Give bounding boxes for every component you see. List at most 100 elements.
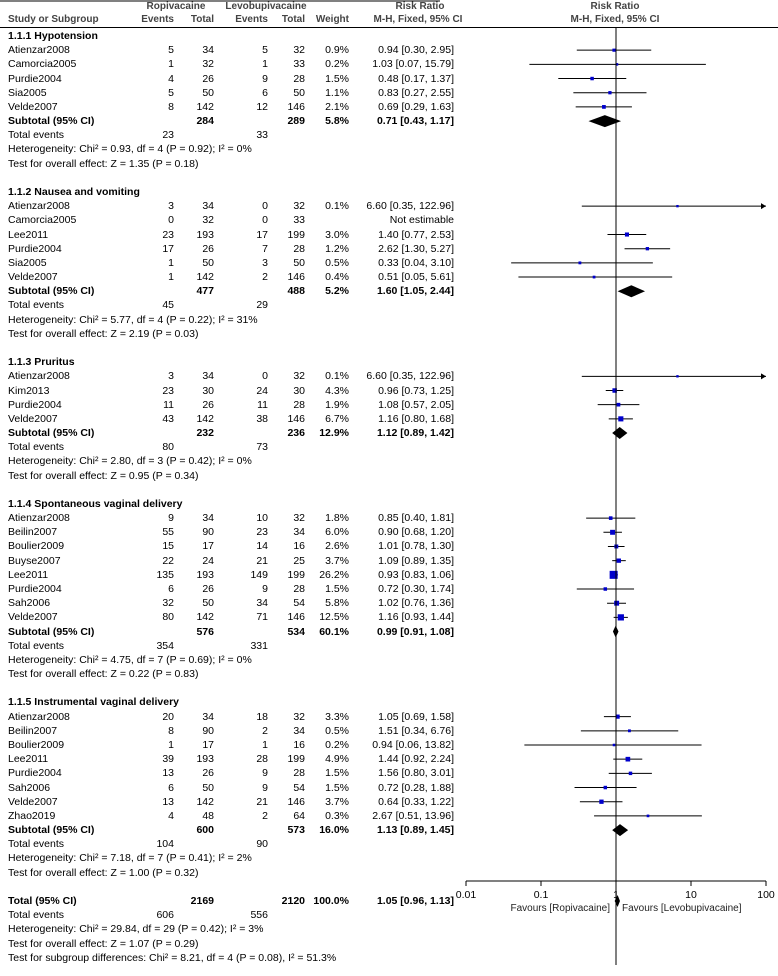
- total1-cell: 26: [202, 583, 214, 596]
- row-label: 1.1.2 Nausea and vomiting: [8, 185, 140, 198]
- study-marker: [590, 76, 594, 81]
- row-label: Heterogeneity: Chi² = 4.75, df = 7 (P = …: [8, 653, 252, 666]
- total2-cell: 32: [293, 370, 305, 383]
- total2-cell: 32: [293, 710, 305, 723]
- row-label: Camorcia2005: [8, 58, 77, 71]
- row-label: Boulier2009: [8, 739, 65, 751]
- ci-cell: 6.60 [0.35, 122.96]: [366, 370, 454, 383]
- row-label: Camorcia2005: [8, 214, 77, 227]
- total2-cell: 32: [293, 200, 305, 213]
- plot-title: Risk Ratio: [590, 1, 640, 12]
- total2-cell: 534: [287, 625, 305, 638]
- total2-cell: 146: [287, 100, 305, 113]
- total2-cell: 146: [287, 271, 305, 284]
- study-marker: [599, 799, 604, 804]
- total1-cell: 90: [202, 724, 214, 737]
- events2-cell: 149: [250, 568, 268, 581]
- weight-cell: 16.0%: [319, 824, 349, 837]
- total1-cell: 30: [202, 384, 214, 397]
- events1-cell: 8: [168, 724, 174, 737]
- total1-cell: 600: [196, 824, 214, 837]
- ci-cell: 1.60 [1.05, 2.44]: [376, 285, 454, 298]
- weight-header: Weight: [315, 14, 349, 25]
- weight-cell: 12.9%: [319, 427, 349, 440]
- row-label: Purdie2004: [8, 583, 62, 596]
- events1-cell: 104: [156, 838, 174, 851]
- events1-cell: 13: [162, 795, 174, 808]
- ci-cell: 0.71 [0.43, 1.17]: [376, 115, 454, 128]
- study-marker: [624, 232, 629, 237]
- weight-cell: 6.0%: [325, 526, 349, 539]
- row-label: Heterogeneity: Chi² = 7.18, df = 7 (P = …: [8, 852, 252, 865]
- total1-cell: 17: [202, 540, 214, 553]
- ci-cell: 1.02 [0.76, 1.36]: [378, 597, 454, 610]
- row-label: 1.1.3 Pruritus: [8, 356, 75, 369]
- events2-cell: 12: [256, 100, 268, 113]
- events2-cell: 5: [262, 44, 268, 57]
- events2-cell: 23: [256, 526, 268, 539]
- total1-cell: 284: [196, 115, 214, 128]
- row-label: Subtotal (95% CI): [8, 625, 95, 638]
- total1-cell: 26: [202, 767, 214, 780]
- ci-cell: 1.08 [0.57, 2.05]: [378, 398, 454, 411]
- row-label: Lee2011: [8, 228, 49, 241]
- study-marker: [676, 375, 679, 378]
- total1-cell: 17: [202, 739, 214, 751]
- events1-cell: 13: [162, 767, 174, 780]
- events1-cell: 45: [162, 299, 174, 312]
- total2-cell: 54: [293, 781, 305, 794]
- row-label: Subtotal (95% CI): [8, 285, 95, 298]
- events2-cell: 556: [250, 909, 268, 922]
- weight-cell: 0.4%: [325, 271, 349, 284]
- ci-cell: Not estimable: [389, 214, 454, 227]
- total1-cell: 34: [202, 512, 214, 525]
- row-label: Heterogeneity: Chi² = 2.80, df = 3 (P = …: [8, 455, 252, 468]
- row-label: Atienzar2008: [8, 44, 70, 57]
- ci-cell: 1.05 [0.96, 1.13]: [376, 894, 454, 907]
- weight-cell: 0.9%: [325, 44, 349, 57]
- row-label: Subtotal (95% CI): [8, 115, 95, 128]
- ci-cell: 1.40 [0.77, 2.53]: [378, 228, 454, 241]
- total2-cell: 488: [287, 285, 305, 298]
- row-label: Beilin2007: [8, 724, 58, 737]
- ci-cell: 1.44 [0.92, 2.24]: [378, 753, 454, 766]
- events1-cell: 5: [168, 44, 174, 57]
- row-label: Sah2006: [8, 597, 51, 610]
- events1-cell: 4: [168, 72, 174, 85]
- ci-cell: 0.51 [0.05, 5.61]: [378, 271, 454, 284]
- row-label: Purdie2004: [8, 767, 62, 780]
- ci-cell: 1.16 [0.93, 1.44]: [378, 611, 454, 624]
- total1-cell: 24: [202, 554, 214, 567]
- study-marker: [615, 63, 619, 66]
- events2-cell: 90: [256, 838, 268, 851]
- events2-cell: 18: [256, 710, 268, 723]
- study-marker: [645, 247, 650, 251]
- row-label: Velde2007: [8, 611, 58, 624]
- plot-method-header: M-H, Fixed, 95% CI: [570, 14, 660, 25]
- total1-cell: 34: [202, 370, 214, 383]
- row-label: Kim2013: [8, 384, 50, 397]
- row-label: Sia2005: [8, 256, 47, 269]
- total1-cell: 232: [196, 427, 214, 440]
- total1-cell: 193: [196, 228, 214, 241]
- row-label: Purdie2004: [8, 242, 62, 255]
- events2-cell: 73: [256, 441, 268, 454]
- events1-cell: 3: [168, 370, 174, 383]
- row-label: Subtotal (95% CI): [8, 824, 95, 837]
- total2-cell: 33: [293, 214, 305, 227]
- weight-cell: 6.7%: [325, 412, 349, 425]
- study-marker: [578, 261, 582, 265]
- row-label: Sah2006: [8, 781, 51, 794]
- total2-cell: 33: [293, 58, 305, 71]
- events1-cell: 43: [162, 412, 174, 425]
- weight-cell: 1.5%: [325, 583, 349, 596]
- study-marker: [603, 785, 608, 790]
- weight-cell: 3.7%: [325, 795, 349, 808]
- study-marker: [615, 714, 620, 719]
- events2-cell: 21: [256, 795, 268, 808]
- ci-cell: 6.60 [0.35, 122.96]: [366, 200, 454, 213]
- study-marker: [628, 771, 633, 776]
- x-tick-label: 0.1: [534, 889, 549, 901]
- total2-cell: 236: [287, 427, 305, 440]
